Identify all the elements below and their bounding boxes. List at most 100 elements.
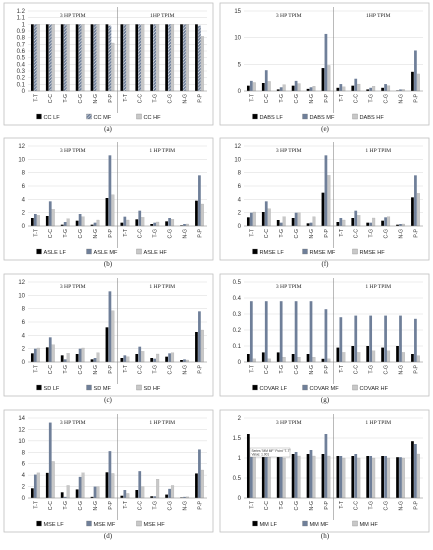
bar-mm-mf [279,456,283,498]
bar-sd-mf [123,355,127,362]
y-tick-label: 0.3 [233,312,242,318]
bar-sd-mf [48,337,52,362]
y-tick-label: 2 [22,347,26,353]
x-tick-label: T-T [249,93,255,102]
panel-c: 0 2 4 6 8 10 12 3 HP TPIM 1 HP TPIM T-T C-C T-G C-G N… [3,273,214,404]
bar-covar-hf [252,358,256,363]
bar-covar-hf [267,358,271,363]
legend-swatch [36,113,42,120]
y-tick-label: 2 [238,211,242,217]
bar-mse-lf [60,492,64,498]
bar-mse-lf [45,472,49,498]
y-tick-label: 5 [238,62,242,68]
legend-swatch [352,384,358,391]
bar-rmse-mf [399,224,402,226]
bar-covar-mf [294,301,298,362]
x-tick-label: C-G [168,365,174,375]
bar-mse-hf [171,485,175,499]
bar-dabs-lf [381,87,384,91]
bar-dabs-mf [354,78,358,91]
bar-sd-lf [195,332,198,362]
legend-entry: DABS HF [360,115,385,121]
x-tick-label: C-G [168,501,174,511]
bar-sd-mf [153,358,157,362]
bar-mse-lf [120,495,124,498]
x-tick-label: T-G [153,365,159,374]
bar-mse-mf [168,488,171,498]
bar-asle-lf [135,219,139,226]
bar-dabs-mf [339,84,343,91]
legend-entry: DABS LF [260,115,284,121]
bar-cc-lf [120,24,124,91]
bar-mm-hf [252,455,256,499]
bar-dabs-lf [336,87,340,91]
x-tick-label: C-C [354,229,360,238]
bar-sd-lf [105,327,109,362]
x-tick-label: P-P [197,228,203,237]
bar-sd-hf [81,347,85,363]
bar-asle-mf [123,216,127,226]
y-tick-label: 6 [22,462,26,468]
bar-mm-mf [309,450,313,498]
bar-cc-hf [81,24,85,92]
bar-mm-hf [267,455,271,499]
bar-sd-hf [156,353,160,363]
x-tick-label: N-G [398,94,404,104]
bar-mm-lf [261,454,265,498]
panel-d: 0 2 4 6 8 10 12 14 3 HP TPIM 1 HP TPIM T-T C-C T-G C-… [3,409,214,540]
bar-mse-hf [126,493,130,499]
bar-sd-hf [126,356,130,363]
y-tick-label: 0.1 [17,82,26,88]
y-tick-label: 0.4 [233,296,242,302]
bar-asle-lf [45,216,49,226]
bar-dabs-lf [306,88,310,91]
bar-mm-mf [264,450,268,498]
bar-mse-lf [165,494,168,498]
bar-covar-lf [306,354,310,362]
x-tick-label: T-T [33,500,39,509]
legend-entry: RMSE HF [360,250,386,256]
bar-mm-lf [351,456,355,498]
bar-cc-hf [186,24,189,92]
bar-covar-mf [399,315,402,362]
bar-rmse-lf [291,218,295,226]
bar-asle-lf [60,224,64,226]
legend-swatch [252,248,258,255]
bar-mm-mf [384,456,387,498]
bar-covar-mf [369,315,373,362]
bar-cc-hf [141,24,145,92]
bar-sd-lf [180,360,183,362]
y-tick-label: 10 [18,157,25,163]
chart-frame [219,273,430,397]
legend-swatch [86,113,92,120]
x-tick-label: T-G [63,94,69,103]
bar-dabs-lf [261,83,265,91]
y-tick-label: 12 [18,144,25,150]
bar-asle-mf [168,218,171,226]
x-tick-label: T-G [63,229,69,238]
y-tick-label: 0.5 [233,476,242,482]
machine-group-label: 1 HP TPIM [365,148,391,154]
x-tick-label: C-G [294,365,300,375]
bar-rmse-mf [414,175,417,226]
x-tick-label: C-G [294,229,300,239]
y-tick-label: 1.2 [17,9,26,15]
bar-mm-lf [366,456,370,498]
machine-group-label: 1 HP TPIM [149,148,175,154]
y-tick-label: 0 [22,496,26,502]
bar-asle-mf [93,222,97,226]
bar-dabs-lf [351,85,355,91]
bar-cc-hf [171,24,175,92]
bar-dabs-mf [249,80,253,91]
bar-mse-mf [153,496,157,498]
bar-cc-mf [123,24,127,91]
bar-covar-hf [387,350,391,363]
legend-entry: COVAR MF [310,386,340,392]
bar-rmse-mf [279,222,283,226]
bar-cc-hf [200,36,204,92]
x-tick-label: T-T [339,228,345,237]
x-tick-label: T-T [249,364,255,373]
bar-covar-lf [381,347,384,362]
bar-asle-lf [30,218,34,226]
y-tick-label: 0.9 [17,29,26,35]
